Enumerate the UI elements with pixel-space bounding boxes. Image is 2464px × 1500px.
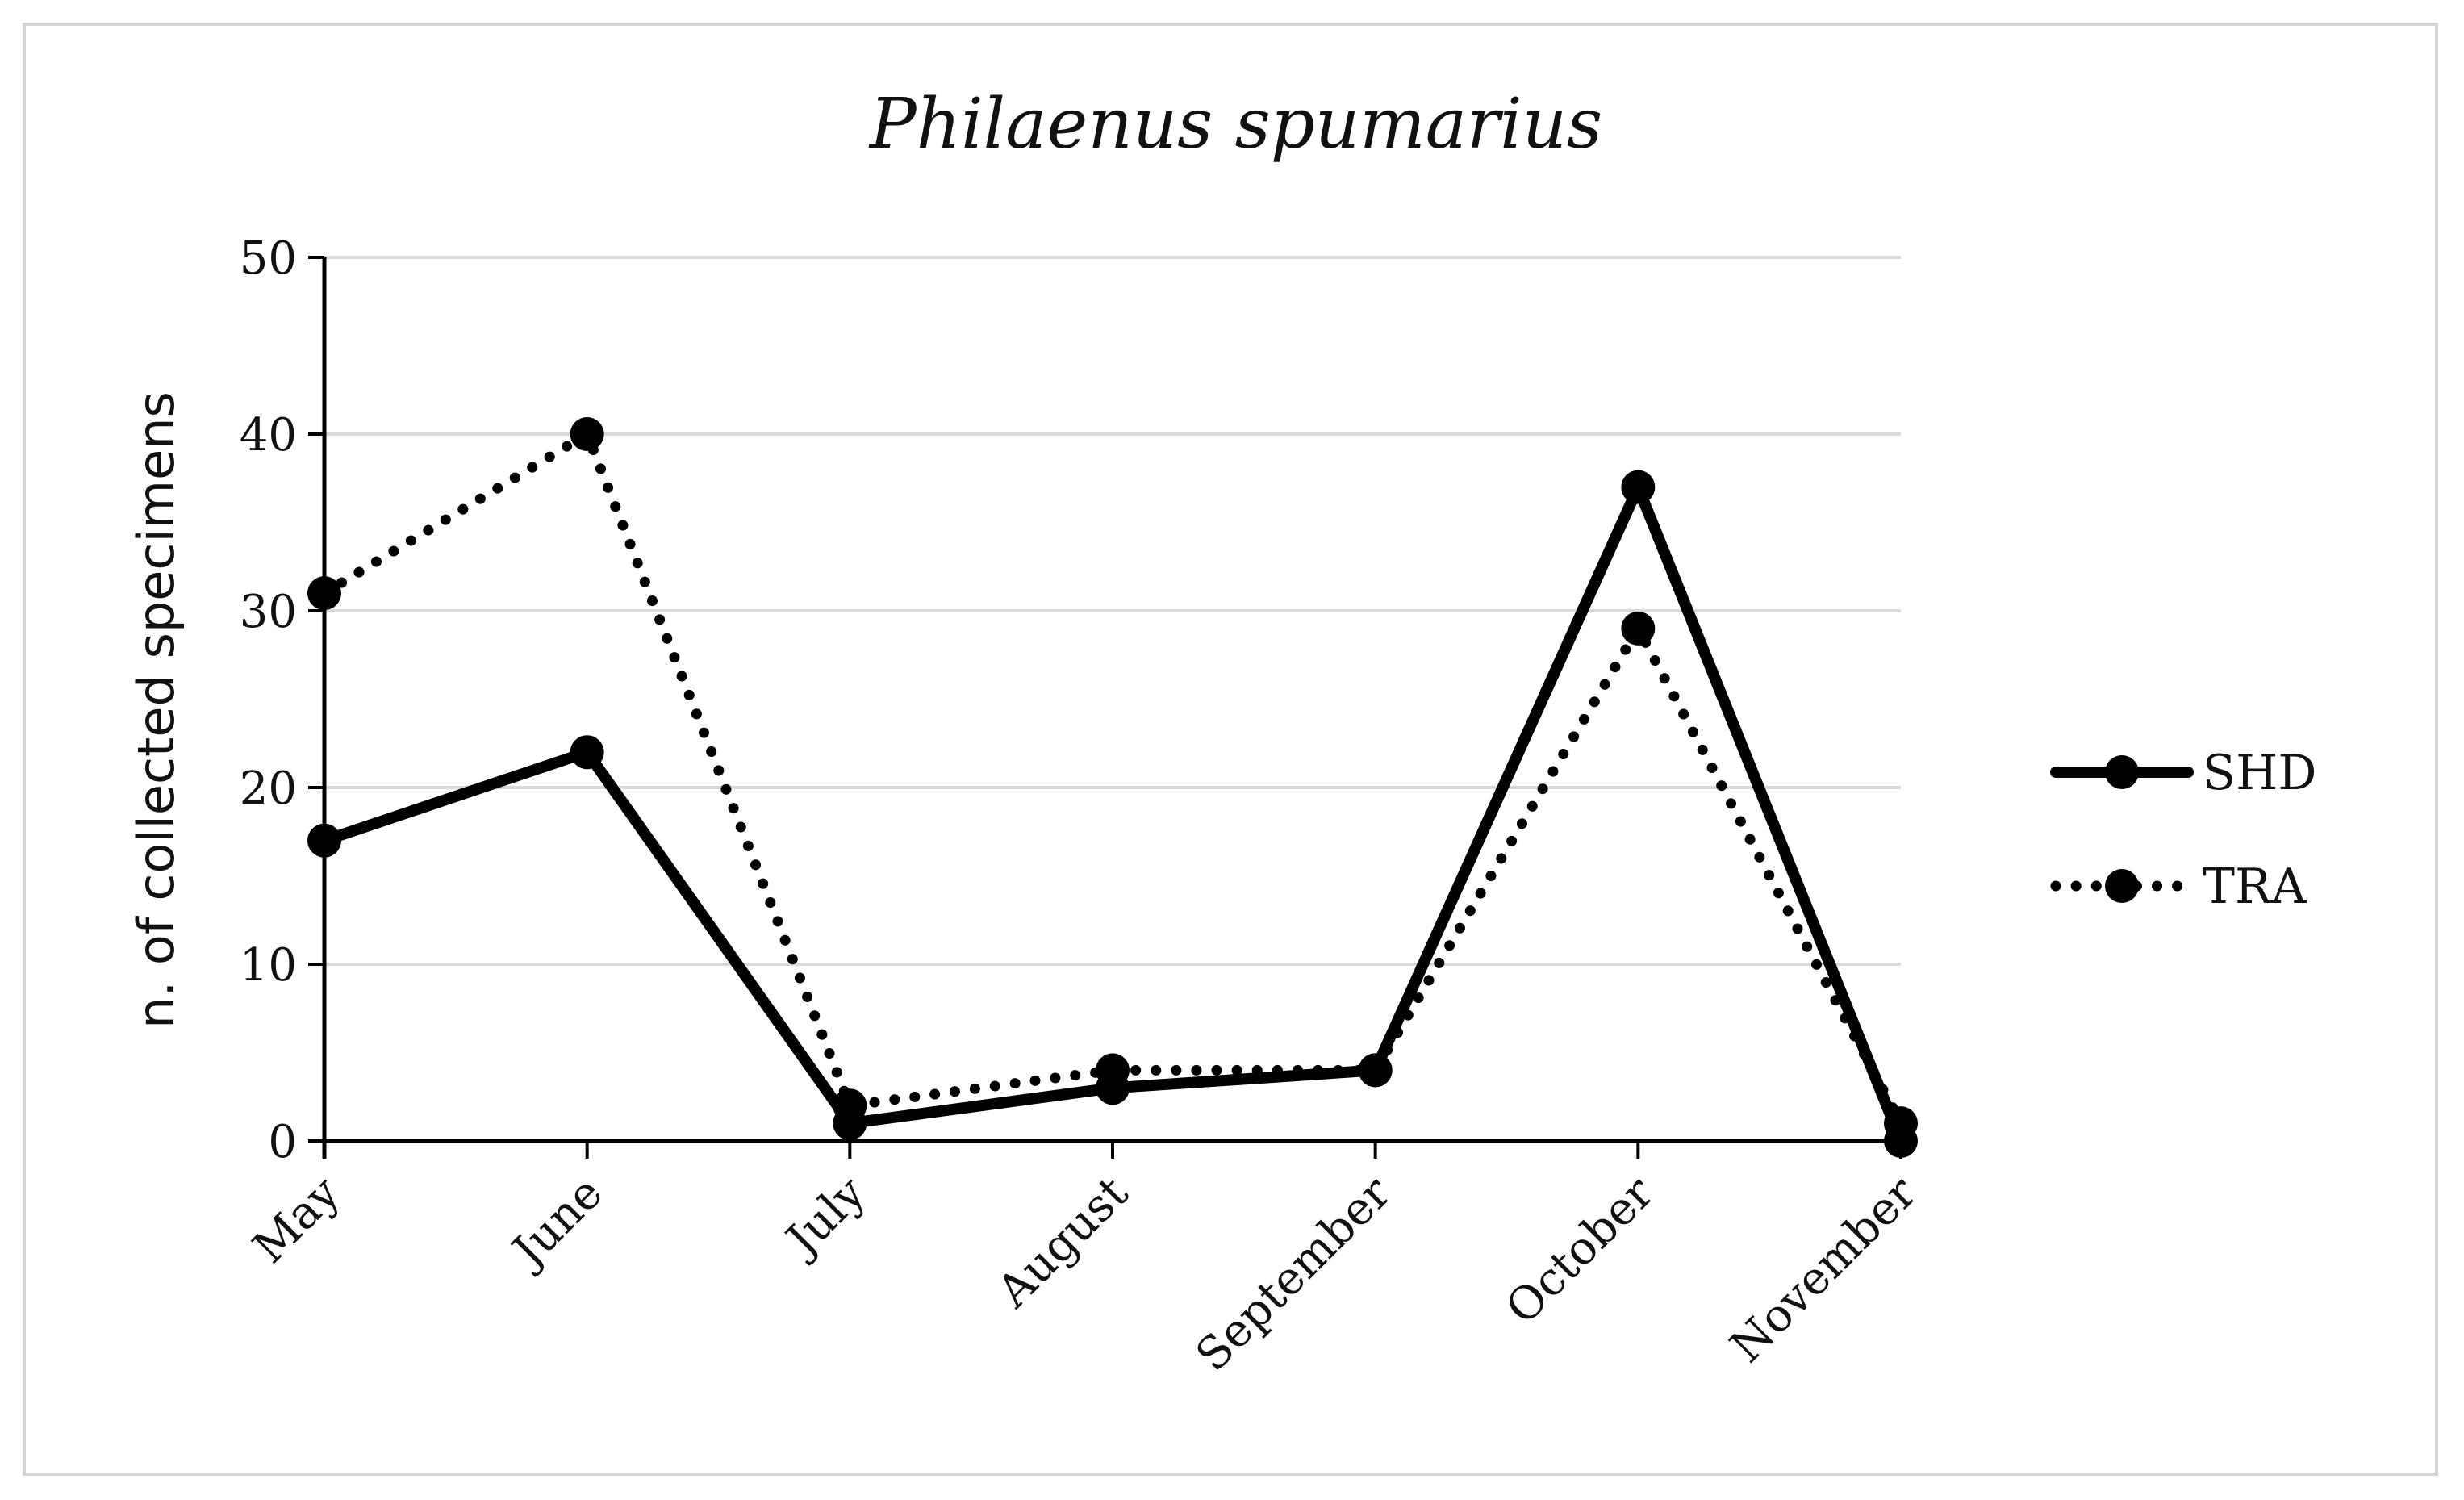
y-tick-label-30: 30 (240, 586, 297, 638)
data-point-tra-october (1621, 611, 1656, 646)
series-line-shd (319, 481, 1906, 1147)
data-point-shd-may (307, 823, 341, 858)
series-group (307, 417, 1918, 1158)
axes: 0 10 20 30 40 50 May June July August September Oct… (240, 232, 1927, 1381)
data-point-shd-june (570, 735, 604, 770)
x-tick-label-october: October (1496, 1167, 1664, 1335)
series-tra (307, 417, 1918, 1141)
x-tick-label-may: May (243, 1167, 350, 1274)
x-tick-label-september: September (1186, 1167, 1401, 1382)
data-point-shd-october (1621, 470, 1656, 504)
y-tick-label-40: 40 (240, 409, 297, 462)
x-tick-label-july: July (774, 1167, 875, 1268)
legend-marker-shd (2105, 755, 2139, 789)
x-tick-label-november: November (1720, 1167, 1927, 1373)
data-point-shd-november (1884, 1124, 1918, 1158)
chart-title: Philaenus spumarius (868, 84, 1602, 165)
x-tick-label-august: August (987, 1167, 1138, 1318)
data-point-tra-may (307, 576, 341, 611)
chart-frame (23, 23, 2438, 1476)
gridlines (324, 256, 1901, 966)
x-tick-label-june: June (500, 1167, 613, 1280)
legend-item-tra: TRA (2050, 859, 2307, 915)
y-tick-label-0: 0 (268, 1116, 297, 1168)
legend-item-shd: SHD (2050, 745, 2317, 801)
data-point-shd-august (1096, 1071, 1130, 1105)
y-tick-label-10: 10 (240, 939, 297, 992)
legend-label-shd: SHD (2203, 745, 2317, 801)
y-axis-title: n. of collected specimens (127, 391, 186, 1029)
y-tick-label-20: 20 (240, 763, 297, 815)
legend-label-tra: TRA (2203, 859, 2307, 915)
series-shd (307, 470, 1918, 1158)
legend: SHD TRA (2050, 745, 2317, 915)
legend-marker-tra (2105, 869, 2139, 903)
data-point-shd-july (833, 1106, 867, 1141)
data-point-shd-september (1358, 1053, 1393, 1088)
y-tick-label-50: 50 (240, 232, 297, 285)
data-point-tra-june (570, 417, 604, 451)
